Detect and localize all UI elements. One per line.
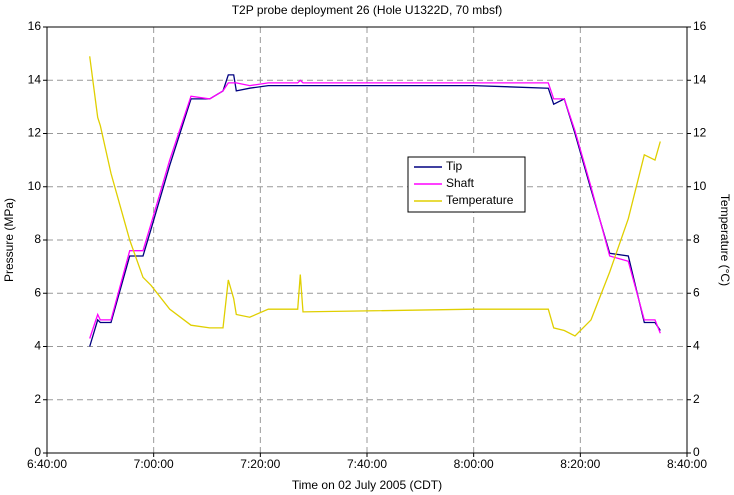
y2-tick-label: 12 [693,126,707,140]
y2-tick-label: 0 [693,445,700,459]
y2-tick-label: 2 [693,392,700,406]
x-tick-label: 8:20:00 [560,457,600,471]
y-tick-label: 12 [28,126,42,140]
y2-axis-title: Temperature (°C) [718,194,732,286]
y-tick-label: 0 [34,445,41,459]
x-tick-label: 7:40:00 [347,457,387,471]
chart-title: T2P probe deployment 26 (Hole U1322D, 70… [232,3,503,17]
y2-tick-label: 4 [693,339,700,353]
legend-label: Temperature [446,193,514,207]
series-line [89,79,661,339]
series-line [89,56,661,337]
x-tick-label: 6:40:00 [27,457,67,471]
y-tick-label: 6 [34,285,41,299]
y-tick-label: 14 [28,72,42,86]
y2-tick-label: 8 [693,232,700,246]
legend-label: Shaft [446,176,475,190]
x-tick-label: 8:00:00 [454,457,494,471]
x-tick-label: 7:20:00 [240,457,280,471]
y-tick-label: 2 [34,392,41,406]
y2-tick-label: 16 [693,19,707,33]
y-axis-title: Pressure (MPa) [2,198,16,282]
y2-tick-label: 10 [693,179,707,193]
y-tick-label: 10 [28,179,42,193]
y2-tick-label: 14 [693,72,707,86]
y-tick-label: 4 [34,339,41,353]
x-tick-label: 8:40:00 [667,457,707,471]
y-tick-label: 16 [28,19,42,33]
series-line [89,74,661,347]
legend-label: Tip [446,159,463,173]
y2-tick-label: 6 [693,285,700,299]
x-tick-label: 7:00:00 [134,457,174,471]
x-axis-title: Time on 02 July 2005 (CDT) [292,478,442,492]
plot-frame [46,26,688,454]
y-tick-label: 8 [34,232,41,246]
